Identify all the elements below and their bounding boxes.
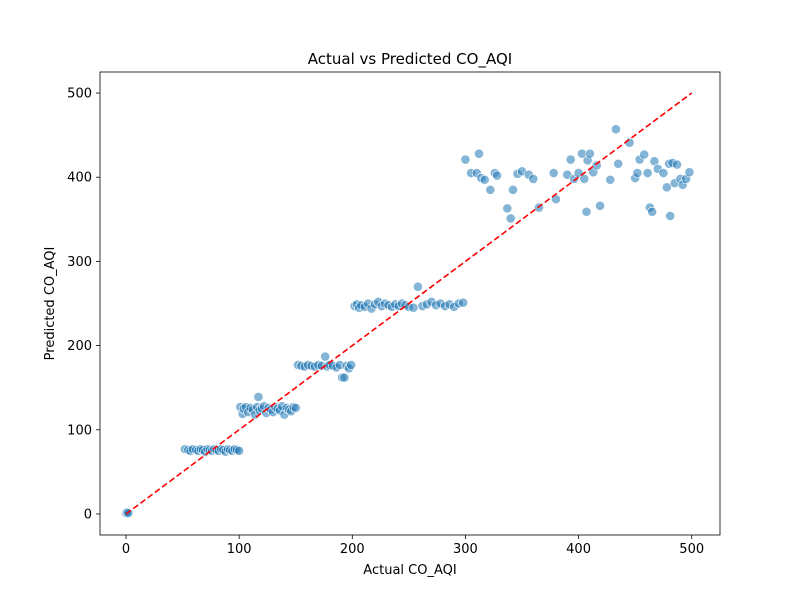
data-point [234,445,245,456]
data-point [672,159,682,170]
data-point [485,184,496,195]
data-point [548,168,559,178]
data-point [505,213,516,224]
data-point [502,203,513,214]
data-point [458,297,469,308]
data-point [474,148,484,159]
data-point [584,148,595,159]
chart-title: Actual vs Predicted CO_AQI [308,50,512,69]
data-point [408,302,419,313]
data-point [346,360,357,370]
x-axis-label: Actual CO_AQI [363,563,456,578]
data-point [460,154,471,165]
data-point [581,206,592,217]
data-point [647,206,658,217]
axes-frame [99,71,721,536]
data-point [642,168,653,178]
x-tick-label: 200 [340,542,365,557]
data-point [579,174,590,184]
data-point [632,168,643,178]
data-point [528,174,539,184]
data-point [508,184,518,195]
data-point [253,392,264,402]
reference-line-layer [125,92,693,515]
data-point [605,174,616,185]
data-point [290,402,301,413]
data-point [479,174,490,185]
x-tick-label: 300 [453,542,478,557]
data-point [613,158,624,169]
data-point [492,170,503,181]
reference-line [125,92,693,515]
y-tick-label: 400 [67,171,92,186]
y-tick-label: 200 [67,339,92,354]
data-point [339,372,350,383]
ticks-layer: 0 100 200 300 400 500 0 100 200 300 400 500 [67,87,704,557]
y-tick-label: 500 [67,87,92,102]
y-axis-label: Predicted CO_AQI [43,247,58,361]
data-point [565,154,576,165]
x-tick-label: 100 [227,542,252,557]
x-tick-label: 400 [566,542,591,557]
data-point [658,168,669,178]
x-tick-label: 0 [122,542,130,557]
data-point [320,351,331,362]
x-tick-label: 500 [679,542,704,557]
data-point [661,182,672,193]
data-point [591,160,602,171]
data-point [684,167,695,178]
data-point [639,149,650,160]
y-tick-label: 100 [67,423,92,438]
data-point [413,281,423,292]
points-layer [121,124,695,519]
data-point [595,200,605,211]
data-point [611,124,621,135]
data-point [665,211,676,221]
y-tick-label: 0 [84,507,92,522]
y-tick-label: 300 [67,255,92,270]
